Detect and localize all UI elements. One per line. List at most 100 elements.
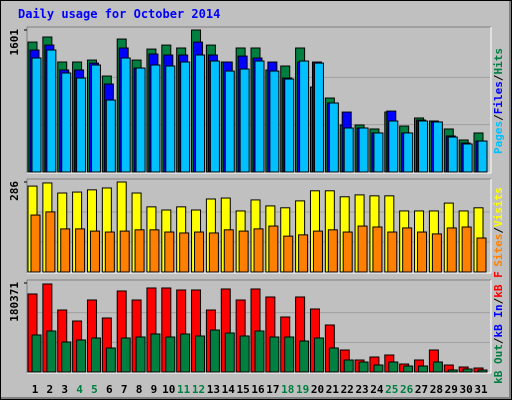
bar: [462, 368, 473, 373]
bar: [476, 237, 487, 273]
x-tick-label: 11: [177, 383, 191, 396]
bar: [238, 230, 249, 273]
bar: [76, 339, 87, 373]
bar: [195, 54, 206, 173]
bar: [209, 60, 220, 173]
y-tick-label: 180371: [8, 282, 21, 322]
x-tick-label: 20: [311, 383, 324, 396]
x-tick-label: 7: [121, 383, 128, 396]
bar: [254, 330, 265, 373]
bar: [150, 333, 161, 373]
bar: [418, 365, 429, 373]
bar: [149, 229, 160, 273]
bar: [45, 211, 56, 273]
bar: [180, 333, 191, 373]
bar: [180, 61, 191, 173]
bar: [195, 335, 206, 373]
bar: [358, 361, 369, 373]
bar: [372, 226, 383, 273]
x-tick-label: 26: [400, 383, 414, 396]
x-tick-label: 15: [237, 383, 250, 396]
legend-separator: /: [492, 297, 505, 304]
bar: [403, 132, 414, 173]
bar: [165, 336, 176, 373]
bar: [194, 231, 205, 273]
bar: [224, 70, 235, 173]
x-tick-label: 23: [355, 383, 368, 396]
bar: [254, 60, 265, 173]
bar: [46, 330, 57, 373]
x-tick-label: 9: [151, 383, 158, 396]
bar: [239, 68, 250, 173]
legend-entry: Hits: [492, 48, 505, 75]
legend: kB Out/kB In/kB F: [492, 271, 505, 384]
bar: [432, 121, 443, 173]
bar: [388, 120, 399, 173]
bar: [343, 359, 354, 373]
bar: [31, 334, 42, 373]
x-tick-label: 30: [460, 383, 473, 396]
y-tick-label: 1601: [8, 29, 21, 56]
bar: [432, 361, 443, 373]
bar: [358, 127, 369, 173]
x-tick-label: 31: [474, 383, 488, 396]
bar: [89, 230, 100, 273]
x-tick-label: 3: [61, 383, 68, 396]
bar: [269, 70, 280, 173]
bar: [284, 336, 295, 373]
bar: [135, 67, 146, 173]
bar: [90, 64, 101, 173]
x-tick-label: 24: [370, 383, 384, 396]
bar: [387, 231, 398, 273]
x-tick-label: 1: [32, 383, 39, 396]
bar: [403, 365, 414, 373]
bar: [61, 72, 72, 173]
bar: [61, 341, 72, 373]
bar: [477, 369, 488, 373]
legend-entry: kB Out: [492, 344, 505, 384]
x-tick-label: 6: [106, 383, 113, 396]
bar: [328, 347, 339, 373]
bar: [224, 332, 235, 373]
bar: [402, 227, 413, 273]
bar: [119, 230, 130, 273]
bar: [298, 234, 309, 273]
x-tick-label: 25: [385, 383, 398, 396]
legend-entry: kB In: [492, 304, 505, 337]
bar: [284, 78, 295, 173]
bar: [209, 329, 220, 373]
bar: [46, 49, 57, 173]
bar: [253, 228, 264, 273]
bar: [418, 120, 429, 173]
x-tick-label: 19: [296, 383, 309, 396]
x-tick-label: 17: [266, 383, 279, 396]
bar: [134, 229, 145, 273]
legend-entry: Sites: [492, 234, 505, 267]
bar: [342, 231, 353, 273]
bar: [461, 226, 472, 273]
bar: [343, 127, 354, 173]
x-tick-label: 2: [47, 383, 54, 396]
legend-separator: /: [492, 74, 505, 81]
x-tick-label: 12: [192, 383, 205, 396]
bar: [431, 233, 442, 273]
bar: [327, 229, 338, 273]
bar: [328, 102, 339, 173]
x-tick-label: 14: [222, 383, 236, 396]
bar: [357, 225, 368, 273]
bar: [447, 136, 458, 173]
bar: [165, 65, 176, 173]
bar: [417, 231, 428, 273]
bar: [299, 60, 310, 173]
bar: [105, 347, 116, 373]
x-tick-label: 22: [341, 383, 354, 396]
bar: [283, 235, 294, 273]
bar: [313, 62, 324, 173]
bar: [164, 231, 175, 273]
legend-entry: Visits: [492, 187, 505, 227]
bar: [105, 99, 116, 173]
y-tick-label: 286: [8, 181, 21, 201]
legend: Pages/Files/Hits: [492, 48, 505, 154]
x-tick-label: 13: [207, 383, 220, 396]
bar: [30, 214, 41, 273]
